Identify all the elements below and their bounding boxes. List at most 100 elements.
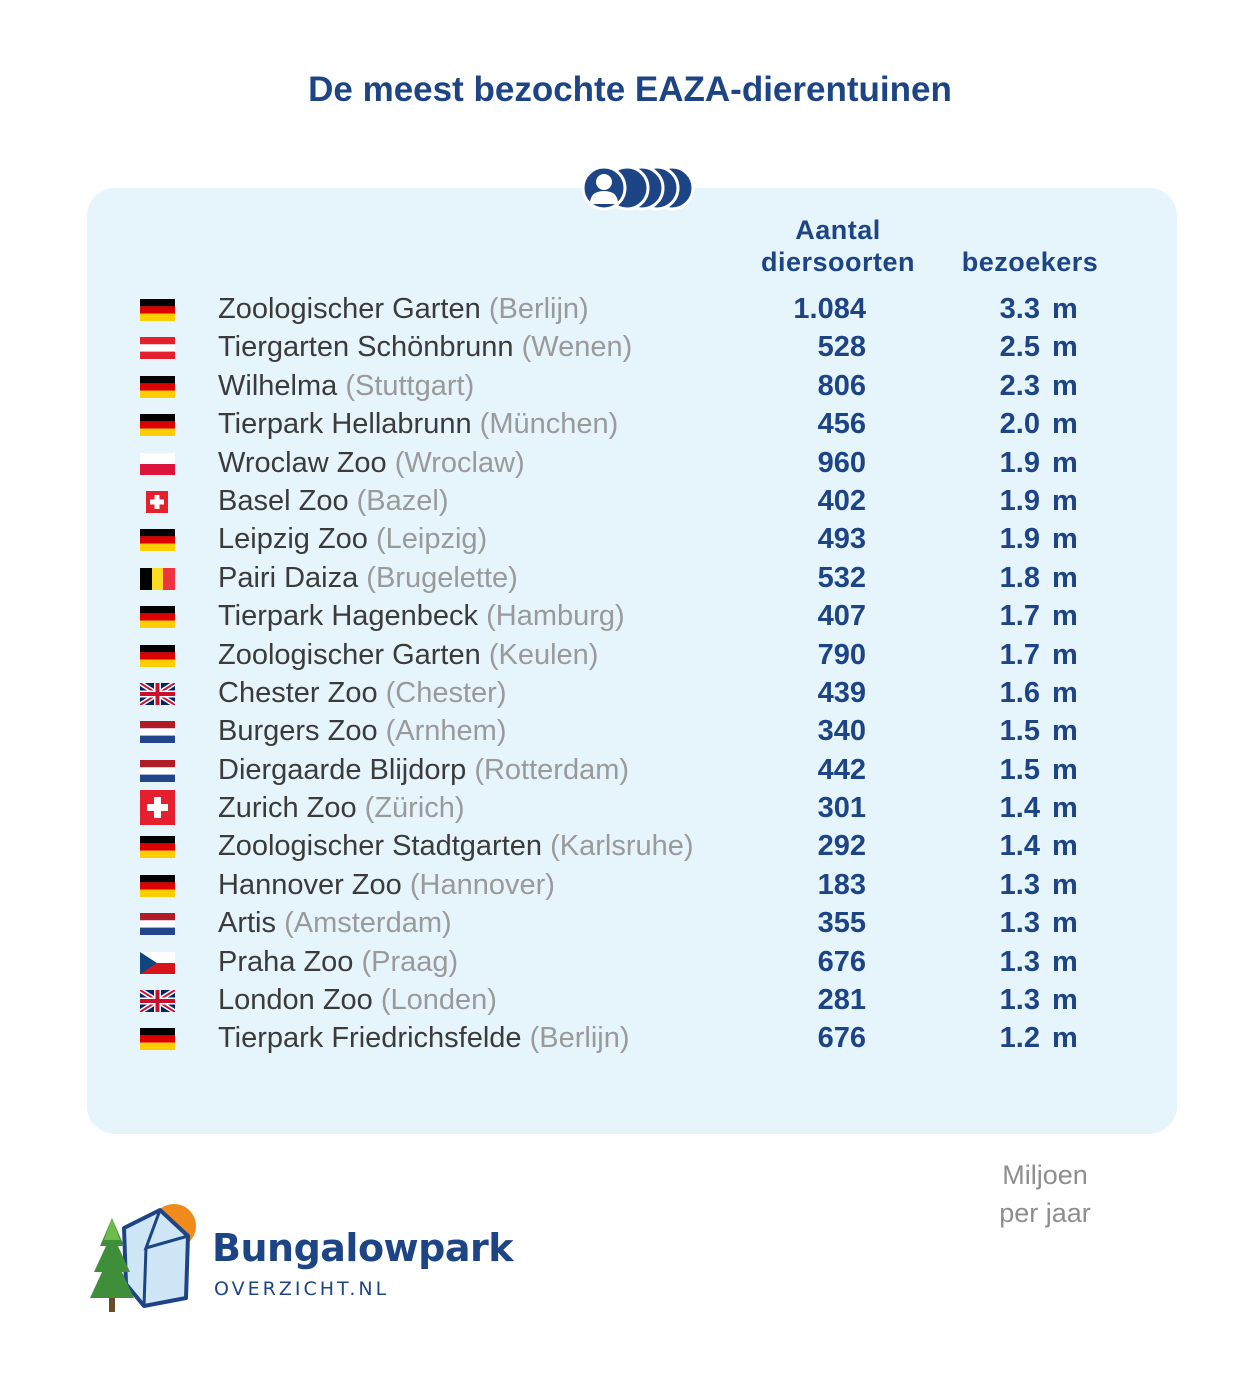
table-row: Tierpark Hagenbeck (Hamburg) 407 1.7 m xyxy=(0,596,1260,634)
zoo-name: London Zoo (Londen) xyxy=(218,980,497,1020)
flag-belgium-icon xyxy=(140,567,175,590)
table-row: Zurich Zoo (Zürich) 301 1.4 m xyxy=(0,788,1260,826)
flag-germany-icon xyxy=(140,606,175,629)
visitor-count: 1.4 xyxy=(999,830,1040,863)
zoo-label: Wilhelma xyxy=(218,369,338,402)
zoo-city: (Brugelette) xyxy=(366,561,518,594)
zoo-name: Zoologischer Garten (Keulen) xyxy=(218,635,598,675)
zoo-name: Zoologischer Garten (Berlijn) xyxy=(218,289,589,329)
visitor-unit: m xyxy=(1052,676,1078,709)
zoo-name: Chester Zoo (Chester) xyxy=(218,673,507,713)
visitor-unit: m xyxy=(1052,984,1078,1017)
visitor-count: 3.3 xyxy=(999,293,1040,325)
zoo-city: (Amsterdam) xyxy=(284,907,452,940)
zoo-city: (Hannover) xyxy=(409,868,555,901)
zoo-city: (Arnhem) xyxy=(385,715,507,748)
species-count: 1.084 xyxy=(793,293,866,325)
table-row: Wilhelma (Stuttgart) 806 2.3 m xyxy=(0,366,1260,404)
bungalowpark-logo-icon xyxy=(90,1204,196,1312)
zoo-label: Diergaarde Blijdorp xyxy=(218,753,467,786)
zoo-city: (Londen) xyxy=(380,984,497,1017)
table-row: Praha Zoo (Praag) 676 1.3 m xyxy=(0,942,1260,980)
visitor-count: 2.3 xyxy=(999,369,1040,402)
visitor-unit: m xyxy=(1052,753,1078,786)
species-header-line2: diersoorten xyxy=(760,247,916,277)
species-count: 355 xyxy=(817,907,866,940)
table-row: Zoologischer Garten (Berlijn) 1.084 3.3 m xyxy=(0,289,1260,327)
zoo-name: Tierpark Hellabrunn (München) xyxy=(218,404,618,444)
table-row: London Zoo (Londen) 281 1.3 m xyxy=(0,980,1260,1018)
zoo-name: Tiergarten Schönbrunn (Wenen) xyxy=(218,327,632,367)
zoo-label: Tiergarten Schönbrunn xyxy=(218,331,514,364)
visitor-count: 1.7 xyxy=(999,638,1040,671)
zoo-label: Hannover Zoo xyxy=(218,868,402,901)
visitor-unit: m xyxy=(1052,715,1078,748)
flag-uk-icon xyxy=(140,682,175,705)
table-row: Zoologischer Garten (Keulen) 790 1.7 m xyxy=(0,635,1260,673)
zoo-label: Basel Zoo xyxy=(218,484,349,517)
visitor-count: 1.6 xyxy=(999,676,1040,709)
zoo-label: Tierpark Hellabrunn xyxy=(218,408,472,441)
visitor-count: 1.4 xyxy=(999,792,1040,825)
zoo-name: Hannover Zoo (Hannover) xyxy=(218,865,555,905)
zoo-city: (Chester) xyxy=(385,676,507,709)
visitor-unit: m xyxy=(1052,408,1078,441)
zoo-city: (Stuttgart) xyxy=(345,369,475,402)
zoo-city: (Berlijn) xyxy=(488,293,589,325)
zoo-name: Praha Zoo (Praag) xyxy=(218,942,458,982)
species-count: 402 xyxy=(817,484,866,517)
visitor-unit: m xyxy=(1052,446,1078,479)
table-row: Basel Zoo (Bazel) 402 1.9 m xyxy=(0,481,1260,519)
table-row: Artis (Amsterdam) 355 1.3 m xyxy=(0,903,1260,941)
species-count: 806 xyxy=(817,369,866,402)
zoo-label: Zoologischer Stadtgarten xyxy=(218,830,543,863)
unit-note: Miljoen per jaar xyxy=(960,1156,1130,1232)
table-row: Hannover Zoo (Hannover) 183 1.3 m xyxy=(0,865,1260,903)
zoo-name: Pairi Daiza (Brugelette) xyxy=(218,558,518,598)
zoo-label: Leipzig Zoo xyxy=(218,523,368,556)
visitor-count: 1.3 xyxy=(999,984,1040,1017)
flag-austria-icon xyxy=(140,337,175,360)
visitors-column-header: bezoekers xyxy=(961,247,1099,277)
visitor-count: 1.2 xyxy=(999,1022,1040,1055)
flag-germany-icon xyxy=(140,375,175,398)
zoo-label: Tierpark Hagenbeck xyxy=(218,600,479,633)
zoo-label: Chester Zoo xyxy=(218,676,378,709)
flag-germany-icon xyxy=(140,414,175,437)
species-count: 528 xyxy=(817,331,866,364)
visitor-count: 1.9 xyxy=(999,484,1040,517)
species-count: 493 xyxy=(817,523,866,556)
species-count: 442 xyxy=(817,753,866,786)
flag-germany-icon xyxy=(140,874,175,897)
zoo-label: Wroclaw Zoo xyxy=(218,446,387,479)
species-count: 532 xyxy=(817,561,866,594)
table-panel xyxy=(87,188,1177,1134)
table-row: Diergaarde Blijdorp (Rotterdam) 442 1.5 m xyxy=(0,750,1260,788)
flag-netherlands-icon xyxy=(140,759,175,782)
flag-switzerland-small-icon xyxy=(140,490,175,513)
visitor-unit: m xyxy=(1052,907,1078,940)
zoo-name: Zoologischer Stadtgarten (Karlsruhe) xyxy=(218,826,694,866)
species-count: 407 xyxy=(817,600,866,633)
visitor-unit: m xyxy=(1052,638,1078,671)
species-count: 292 xyxy=(817,830,866,863)
visitor-unit: m xyxy=(1052,293,1078,325)
visitor-unit: m xyxy=(1052,523,1078,556)
zoo-name: Zurich Zoo (Zürich) xyxy=(218,788,465,828)
visitor-count: 1.9 xyxy=(999,446,1040,479)
flag-germany-icon xyxy=(140,644,175,667)
zoo-city: (Zürich) xyxy=(364,792,465,825)
zoo-city: (Karlsruhe) xyxy=(550,830,694,863)
zoo-name: Tierpark Friedrichsfelde (Berlijn) xyxy=(218,1018,630,1058)
zoo-name: Tierpark Hagenbeck (Hamburg) xyxy=(218,596,625,636)
visitor-count: 1.8 xyxy=(999,561,1040,594)
visitor-count: 2.0 xyxy=(999,408,1040,441)
visitor-count: 1.9 xyxy=(999,523,1040,556)
unit-note-line2: per jaar xyxy=(999,1198,1091,1228)
table-row: Tiergarten Schönbrunn (Wenen) 528 2.5 m xyxy=(0,327,1260,365)
zoo-name: Leipzig Zoo (Leipzig) xyxy=(218,519,487,559)
zoo-label: Zoologischer Garten xyxy=(218,293,481,325)
species-count: 281 xyxy=(817,984,866,1017)
visitor-unit: m xyxy=(1052,830,1078,863)
flag-netherlands-icon xyxy=(140,913,175,936)
